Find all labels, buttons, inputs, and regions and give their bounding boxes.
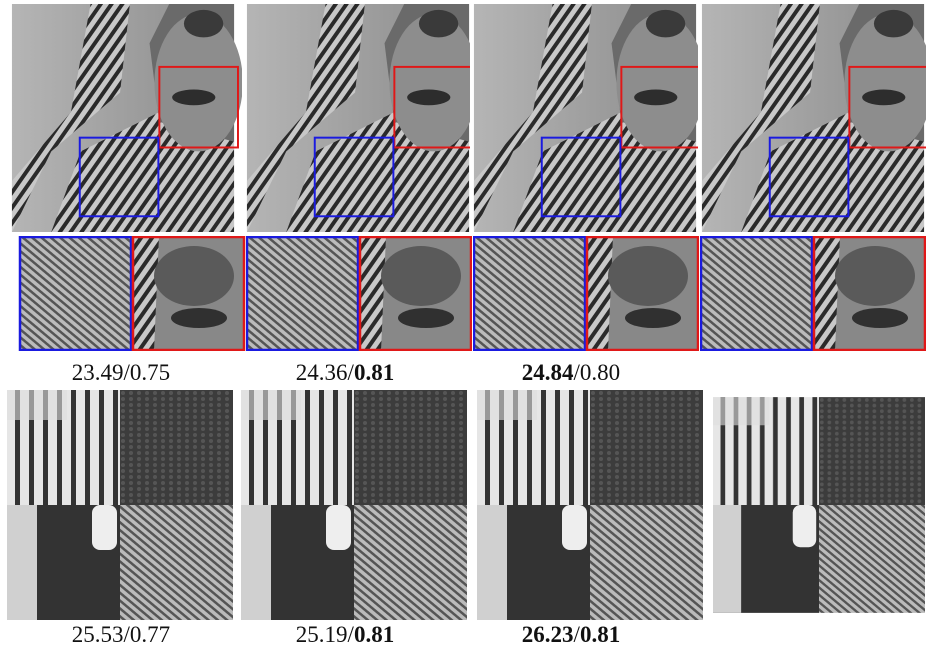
image-panel bbox=[247, 4, 478, 232]
zoom-crops bbox=[19, 236, 926, 351]
best-metric: 0.81 bbox=[354, 360, 394, 385]
best-metric: 24.84 bbox=[522, 360, 574, 385]
metric-caption: 23.49/0.75 bbox=[8, 360, 234, 386]
image-panel bbox=[702, 4, 929, 232]
metric-text: 23.49/0.75 bbox=[72, 360, 170, 385]
best-metric: 0.81 bbox=[580, 622, 620, 647]
metric-caption: 26.23/0.81 bbox=[458, 622, 684, 648]
metric-text: 25.19/ bbox=[296, 622, 354, 647]
metric-text: 25.53/0.77 bbox=[72, 622, 170, 647]
crop-pair bbox=[19, 236, 245, 351]
image-panel bbox=[713, 397, 925, 613]
metric-caption: 24.84/0.80 bbox=[458, 360, 684, 386]
image-panel bbox=[474, 4, 705, 232]
metric-caption: 25.53/0.77 bbox=[8, 622, 234, 648]
image-grid bbox=[0, 0, 929, 656]
top-row-images bbox=[12, 4, 929, 232]
metric-caption: 24.36/0.81 bbox=[232, 360, 458, 386]
image-panel bbox=[7, 390, 233, 620]
figure: 23.49/0.7524.36/0.8124.84/0.8025.53/0.77… bbox=[0, 0, 929, 656]
crop-pair bbox=[246, 236, 472, 351]
crop-pair bbox=[700, 236, 926, 351]
best-metric: 0.81 bbox=[354, 622, 394, 647]
image-panel bbox=[12, 4, 243, 232]
image-panel bbox=[477, 390, 703, 620]
metric-caption: 25.19/0.81 bbox=[232, 622, 458, 648]
metric-text: 24.36/ bbox=[296, 360, 354, 385]
crop-pair bbox=[473, 236, 699, 351]
image-panel bbox=[241, 390, 467, 620]
best-metric: 26.23 bbox=[522, 622, 574, 647]
bottom-row-images bbox=[7, 390, 925, 620]
metric-text: /0.80 bbox=[574, 360, 621, 385]
